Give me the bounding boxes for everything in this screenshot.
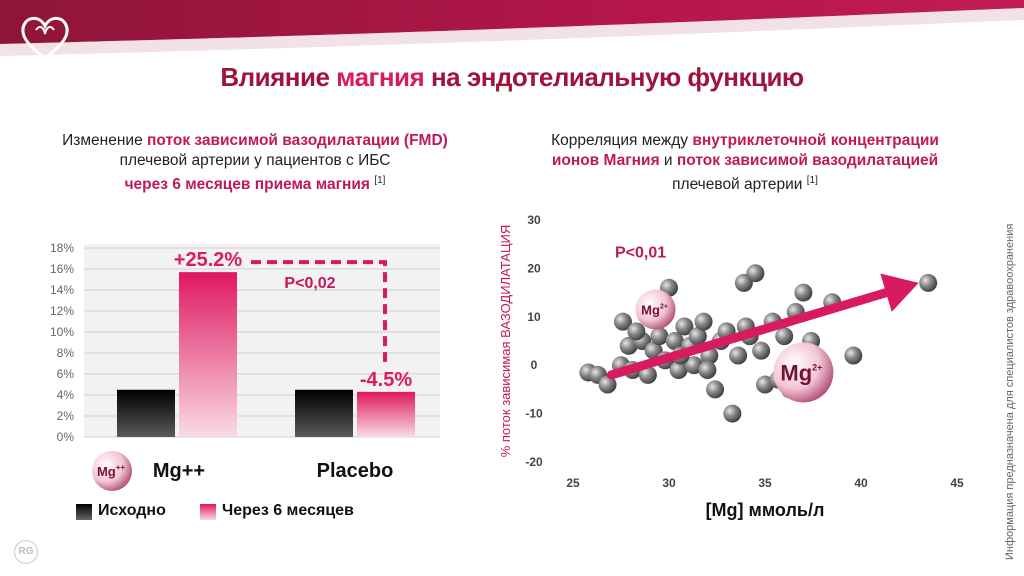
left-chart-subtitle: Изменение поток зависимой вазодилатации … [10,131,500,195]
y-tick-label: 2% [57,409,75,423]
left-sub-highlight-1: поток зависимой вазодилатации (FMD) [147,132,448,149]
legend-swatch-after [200,504,216,520]
y-tick-label: 12% [50,304,74,318]
legend-label-after: Через 6 месяцев [222,502,354,519]
mg-fmd-scatter-chart: 30 20 10 0 -10 -20 25 30 35 40 45 [Mg] ммоль/л % пот… [498,213,964,520]
scatter-point [627,322,646,341]
x-tick-label: 30 [662,476,676,490]
scatter-point [746,264,765,283]
fmd-bar-chart: 0%2%4%6%8%10%12%14%16%18% Mg++ Mg++ Placeb… [50,241,440,491]
y-tick-label: 10 [527,310,541,324]
scatter-point [650,327,669,346]
rg-logo-icon: RG [14,540,38,564]
scatter-point [688,327,707,346]
scatter-point [794,283,813,302]
heart-logo-icon [21,16,69,60]
mg-badge-icon [92,451,132,491]
left-sub-text-1: Изменение [62,132,148,149]
y-tick-label: 4% [57,388,75,402]
scatter-point [706,380,725,399]
right-sub-highlight-1: внутриклеточной концентрации [692,132,939,149]
x-category-label: Placebo [317,460,394,482]
p-value-label: P<0,01 [615,244,666,261]
right-sub-text-2: и [659,152,677,169]
header-banner [0,0,1024,56]
bar [117,389,175,437]
trend-arrow-head [880,273,919,312]
p-value-label: P<0,02 [284,275,335,292]
bar [179,272,237,437]
scatter-point [665,332,684,350]
y-tick-label: 0 [531,358,538,372]
y-tick-label: 14% [50,283,74,297]
y-tick-label: -10 [525,407,543,421]
scatter-point [694,312,713,331]
bar [295,389,353,437]
scatter-point [844,346,863,365]
right-chart-subtitle: Корреляция между внутриклеточной концент… [510,131,980,195]
mg-large-badge-icon [773,342,834,403]
x-tick-label: 35 [758,476,772,490]
bar [357,391,415,437]
x-tick-label: 25 [566,476,580,490]
x-tick-label: 40 [854,476,868,490]
scatter-point [698,361,717,380]
scatter-point [638,365,657,384]
y-axis-label: % поток зависимая ВАЗОДИЛАТАЦИЯ [498,225,513,458]
left-sub-ref: [1] [374,175,386,186]
y-tick-label: 8% [57,346,75,360]
y-tick-label: 18% [50,241,74,255]
scatter-point [723,404,742,423]
side-disclaimer: Информация предназначена для специалисто… [1004,223,1016,560]
trend-arrow-line [606,288,891,380]
title-accent: магния [336,62,425,92]
y-tick-label: -20 [525,455,543,469]
y-tick-label: 16% [50,262,74,276]
y-tick-label: 10% [50,325,74,339]
scatter-point [613,312,632,331]
y-tick-label: 20 [527,261,541,275]
y-tick-label: 6% [57,367,75,381]
title-part2: на эндотелиальную функцию [424,62,804,92]
bar-data-label: +25.2% [174,249,243,271]
scatter-point [675,317,694,336]
right-sub-highlight-3: поток зависимой вазодилатацией [676,152,939,169]
legend-swatch-baseline [76,504,92,520]
scatter-point [669,361,688,380]
title-part1: Влияние [220,62,337,92]
right-sub-highlight-2: ионов Магния [551,152,660,169]
right-sub-ref: [1] [806,175,818,186]
scatter-point [598,375,617,394]
right-sub-text-1: Корреляция между [551,132,693,149]
scatter-point [919,273,938,292]
right-sub-text-3: плечевой артерии [672,176,803,194]
x-tick-label: 45 [950,476,964,490]
scatter-point [775,327,794,346]
legend-label-baseline: Исходно [98,502,166,519]
mg-small-badge-icon [635,289,676,330]
scatter-point [729,346,748,365]
x-category-label: Mg++ [153,460,205,482]
scatter-point [752,341,771,360]
page-title: Влияние магния на эндотелиальную функцию [0,62,1024,93]
bar-data-label: -4.5% [360,369,412,391]
x-axis-label: [Mg] ммоль/л [706,500,825,520]
significance-bracket [251,260,387,362]
left-sub-highlight-2: через 6 месяцев приема магния [124,176,370,194]
y-tick-label: 0% [57,430,75,444]
left-sub-text-2: плечевой артерии у пациентов с ИБС [119,152,391,169]
y-tick-label: 30 [527,213,541,227]
